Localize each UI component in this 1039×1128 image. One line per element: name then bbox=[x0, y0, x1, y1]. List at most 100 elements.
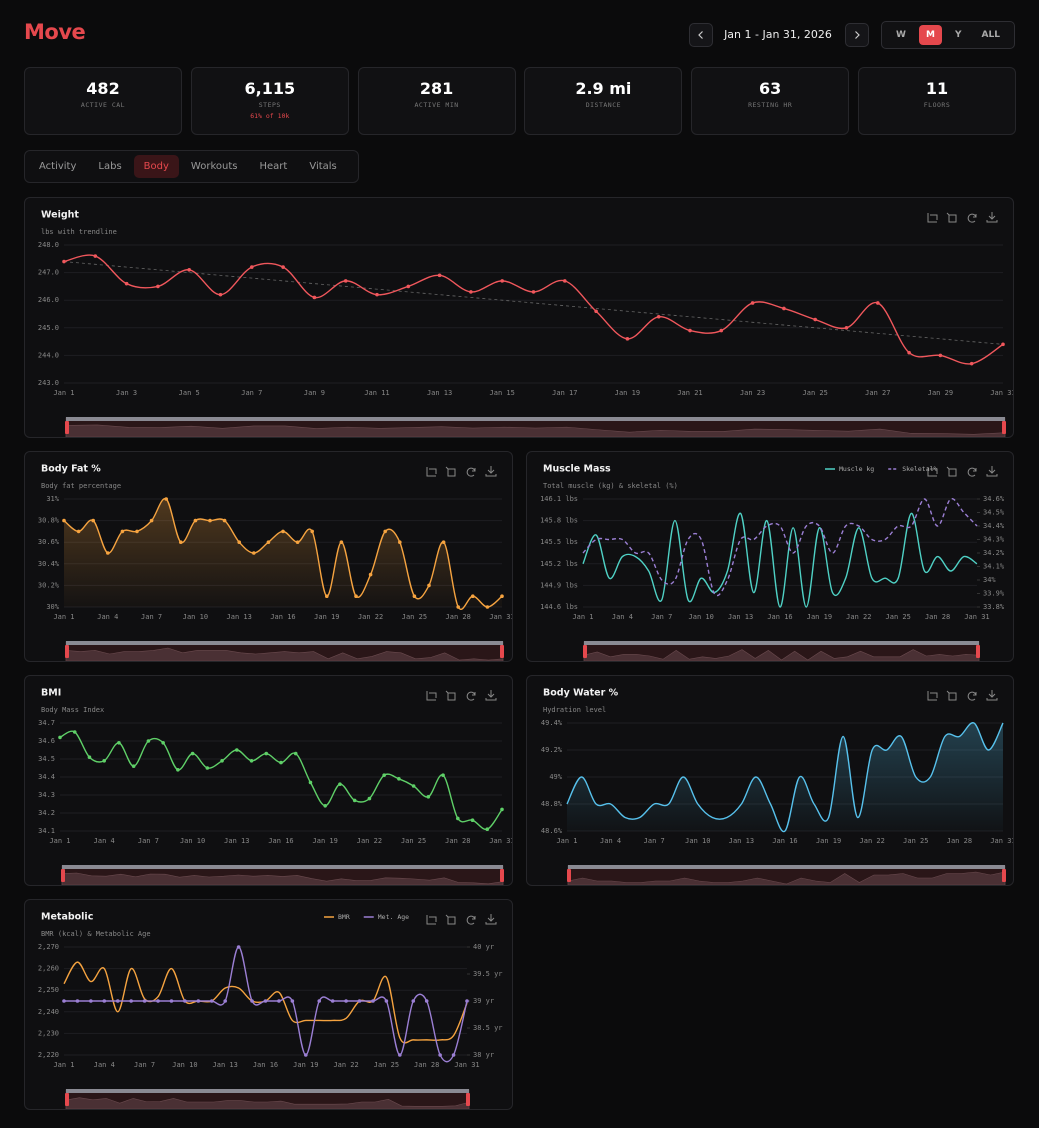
toolbar-icon[interactable] bbox=[445, 914, 456, 925]
y-tick-label: 2,240 bbox=[38, 1008, 59, 1016]
toolbar-icon[interactable] bbox=[986, 212, 998, 223]
stat-note: 61% of 10k bbox=[250, 112, 290, 120]
toolbar-icon[interactable] bbox=[426, 467, 437, 477]
toolbar-icon[interactable] bbox=[986, 466, 998, 477]
point bbox=[317, 999, 322, 1003]
navigator-line bbox=[583, 649, 980, 661]
toolbar-icon[interactable] bbox=[946, 690, 957, 701]
navigator-handle[interactable] bbox=[500, 645, 504, 658]
toolbar-icon[interactable] bbox=[466, 691, 476, 701]
toolbar-icon[interactable] bbox=[946, 212, 957, 223]
point bbox=[62, 259, 66, 264]
navigator-bar[interactable] bbox=[66, 417, 1005, 421]
stat-card: 6,115 STEPS 61% of 10k bbox=[190, 67, 349, 135]
y-tick-label: 2,260 bbox=[38, 965, 59, 973]
point bbox=[406, 284, 411, 289]
range-button[interactable]: W bbox=[896, 30, 906, 40]
x-tick-label: Jan 25 bbox=[374, 1061, 399, 1069]
toolbar-icon[interactable] bbox=[485, 690, 497, 701]
point bbox=[62, 999, 66, 1003]
navigator-bar[interactable] bbox=[66, 641, 503, 645]
x-tick-label: Jan 7 bbox=[241, 389, 262, 397]
toolbar-icon[interactable] bbox=[927, 467, 938, 477]
navigator-handle[interactable] bbox=[1002, 421, 1006, 434]
navigator-handle[interactable] bbox=[61, 869, 65, 882]
y-tick-label: 2,230 bbox=[38, 1029, 59, 1037]
tab[interactable]: Vitals bbox=[309, 161, 337, 172]
x-tick-label: Jan 3 bbox=[116, 389, 137, 397]
point bbox=[220, 759, 224, 763]
toolbar-icon[interactable] bbox=[927, 691, 938, 701]
navigator-bar[interactable] bbox=[62, 865, 503, 869]
point bbox=[236, 945, 241, 949]
point bbox=[89, 999, 93, 1003]
range-button[interactable]: M bbox=[918, 25, 942, 45]
navigator-bar[interactable] bbox=[584, 641, 979, 645]
x-tick-label: Jan 1 bbox=[572, 613, 593, 621]
x-tick-label: Jan 31 bbox=[489, 613, 512, 621]
y-tick-label: 144.9 lbs bbox=[540, 581, 578, 589]
toolbar-icon[interactable] bbox=[426, 691, 437, 701]
navigator-handle[interactable] bbox=[466, 1093, 470, 1106]
y-tick-label: 48.8% bbox=[541, 800, 563, 808]
navigator-handle[interactable] bbox=[1002, 869, 1006, 882]
legend-label: BMR bbox=[338, 913, 350, 921]
navigator-bar[interactable] bbox=[568, 865, 1005, 869]
tab[interactable]: Workouts bbox=[190, 161, 238, 172]
stat-label: ACTIVE CAL bbox=[80, 101, 126, 109]
chart-card: Weight lbs with trendline 243.0 244.0 245.0 2… bbox=[24, 197, 1014, 438]
toolbar-icon[interactable] bbox=[445, 466, 456, 477]
navigator-handle[interactable] bbox=[500, 869, 504, 882]
x-tick-label: Jan 13 bbox=[728, 613, 753, 621]
prev-button[interactable] bbox=[689, 23, 713, 47]
navigator-handle[interactable] bbox=[65, 421, 69, 434]
tab[interactable]: Body bbox=[133, 155, 179, 178]
toolbar-icon[interactable] bbox=[927, 213, 938, 223]
point bbox=[594, 309, 598, 314]
trendline bbox=[63, 261, 1004, 345]
point bbox=[237, 540, 241, 544]
toolbar-icon[interactable] bbox=[967, 691, 977, 701]
point bbox=[312, 295, 317, 300]
y-tick-label: 247.0 bbox=[38, 269, 59, 277]
toolbar-icon[interactable] bbox=[986, 690, 998, 701]
toolbar-icon[interactable] bbox=[445, 690, 456, 701]
icon-shape bbox=[445, 690, 456, 701]
legend-label: Met. Age bbox=[378, 913, 409, 921]
icon-shape bbox=[927, 213, 938, 223]
toolbar-icon[interactable] bbox=[426, 915, 437, 925]
area bbox=[567, 722, 1003, 832]
range-button[interactable]: ALL bbox=[981, 30, 1000, 40]
y-tick-label: 30.6% bbox=[38, 538, 60, 546]
navigator-handle[interactable] bbox=[976, 645, 980, 658]
navigator-handle[interactable] bbox=[567, 869, 571, 882]
navigator-handle[interactable] bbox=[583, 645, 587, 658]
y-tick-label: 145.8 lbs bbox=[540, 517, 578, 525]
toolbar-icon[interactable] bbox=[466, 467, 476, 477]
tab[interactable]: Labs bbox=[98, 161, 122, 172]
navigator-bar[interactable] bbox=[66, 1089, 469, 1093]
next-button[interactable] bbox=[845, 23, 869, 47]
icon-shape bbox=[946, 466, 957, 477]
x-tick-label: Jan 28 bbox=[446, 613, 471, 621]
toolbar-icon[interactable] bbox=[485, 914, 497, 925]
range-button[interactable]: Y bbox=[954, 30, 962, 40]
toolbar-icon[interactable] bbox=[466, 915, 476, 925]
toolbar-icon[interactable] bbox=[967, 213, 977, 223]
navigator-handle[interactable] bbox=[65, 645, 69, 658]
icon-shape bbox=[445, 466, 456, 477]
navigator-line bbox=[567, 871, 1006, 885]
stat-card: 482 ACTIVE CAL bbox=[24, 67, 182, 135]
chart-title: Muscle Mass bbox=[543, 464, 611, 475]
stat-value: 11 bbox=[925, 79, 949, 98]
navigator-handle[interactable] bbox=[65, 1093, 69, 1106]
tab[interactable]: Heart bbox=[259, 161, 288, 172]
point bbox=[164, 497, 168, 501]
toolbar-icon[interactable] bbox=[967, 467, 977, 477]
tab[interactable]: Activity bbox=[39, 161, 77, 172]
point bbox=[412, 594, 417, 598]
point bbox=[263, 999, 268, 1003]
toolbar-icon[interactable] bbox=[485, 466, 497, 477]
x-tick-label: Jan 22 bbox=[333, 1061, 358, 1069]
toolbar-icon[interactable] bbox=[946, 466, 957, 477]
